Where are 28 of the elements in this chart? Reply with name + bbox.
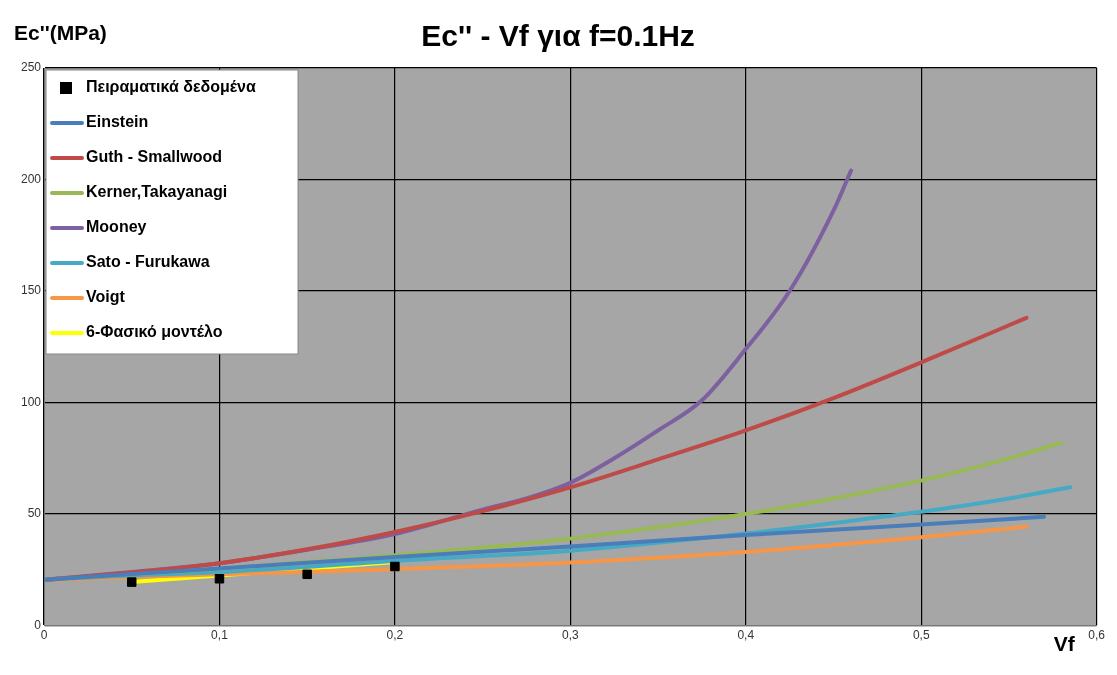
line-series	[44, 514, 1047, 582]
y-tick-label: 200	[20, 171, 42, 186]
x-tick-label: 0,2	[386, 628, 404, 643]
x-axis-title: Vf	[1053, 632, 1076, 656]
legend-label: 6-Φασικό μοντέλο	[86, 323, 223, 341]
x-tick-label: 0,6	[1088, 628, 1106, 643]
point	[302, 569, 312, 580]
y-tick-label: 50	[27, 506, 42, 521]
chart-title: Ec'' - Vf για f=0.1Hz	[421, 19, 695, 53]
x-tick-label: 0,3	[562, 628, 579, 643]
y-tick-label: 250	[20, 60, 42, 75]
legend-label: Πειραματικά δεδομένα	[86, 78, 256, 96]
x-tick-label: 0,4	[737, 628, 755, 643]
point	[390, 561, 400, 572]
legend-label: Sato - Furukawa	[86, 253, 210, 271]
legend-label: Kerner,Takayanagi	[86, 183, 228, 201]
legend-label: Voigt	[86, 288, 126, 306]
point	[214, 574, 225, 584]
legend-label: Guth - Smallwood	[86, 148, 223, 166]
y-tick-label: 0	[34, 617, 42, 632]
y-axis-title: Ec''(MPa)	[14, 21, 107, 45]
y-tick-label: 150	[20, 283, 42, 298]
legend-label: Mooney	[86, 218, 147, 236]
y-tick-label: 100	[20, 394, 42, 409]
legend-label: Einstein	[86, 113, 149, 131]
x-tick-label: 0,5	[912, 628, 930, 643]
x-tick-label: 0,1	[211, 628, 229, 643]
point	[127, 577, 137, 587]
